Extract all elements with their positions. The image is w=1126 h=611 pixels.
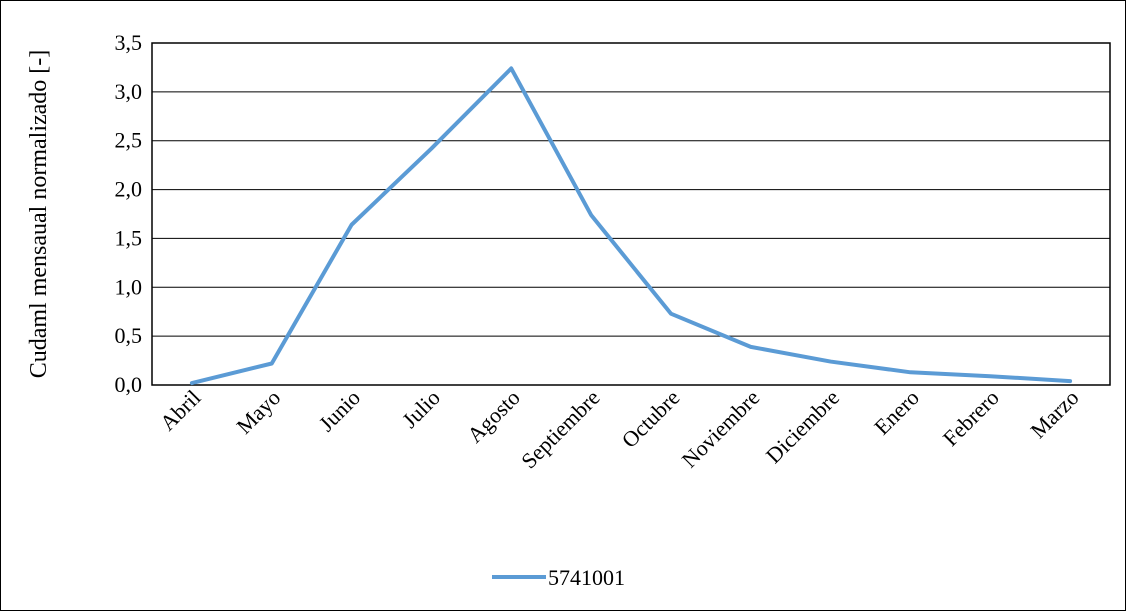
x-tick-label: Junio <box>314 385 365 436</box>
y-tick-label: 2,5 <box>115 128 143 153</box>
series-line <box>189 66 1073 386</box>
y-tick-label: 1,5 <box>115 225 143 250</box>
x-tick-label: Abril <box>155 385 206 436</box>
x-tick-label: Mayo <box>231 385 285 439</box>
x-tick-label: Agosto <box>462 385 525 448</box>
x-tick-label: Enero <box>869 385 924 440</box>
gridlines <box>152 91 1110 337</box>
y-tick-label: 0,0 <box>115 372 143 397</box>
x-tick-label: Febrero <box>938 385 1004 451</box>
plot-area <box>151 42 1111 386</box>
x-tick-label: Noviembre <box>677 385 765 473</box>
y-tick-label: 3,5 <box>115 30 143 55</box>
legend: 5741001 <box>492 565 625 590</box>
legend-label: 5741001 <box>548 565 625 590</box>
y-axis-ticks: 0,0 0,5 1,0 1,5 2,0 2,5 3,0 3,5 <box>115 30 143 397</box>
y-tick-label: 0,5 <box>115 323 143 348</box>
series-group <box>189 66 1073 386</box>
y-tick-label: 1,0 <box>115 274 143 299</box>
x-tick-label: Marzo <box>1025 385 1083 443</box>
y-tick-label: 3,0 <box>115 79 143 104</box>
x-tick-label: Septiembre <box>516 385 605 474</box>
x-tick-label: Octubre <box>617 385 685 453</box>
y-tick-label: 2,0 <box>115 177 143 202</box>
x-tick-label: Diciembre <box>761 385 844 468</box>
y-axis-label: Cudaml mensaual normalizado [-] <box>26 50 52 379</box>
x-tick-label: Julio <box>397 385 445 433</box>
